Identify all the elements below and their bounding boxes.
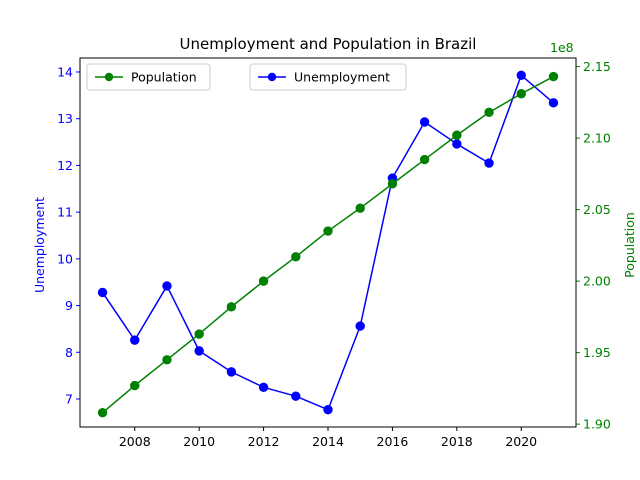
legend-label: Population — [131, 70, 197, 85]
data-point — [355, 203, 365, 213]
data-point — [323, 226, 333, 236]
chart-title: Unemployment and Population in Brazil — [180, 35, 477, 53]
y-right-tick-label: 2.15 — [583, 59, 611, 74]
x-tick-label: 2018 — [441, 434, 473, 449]
data-point — [516, 70, 526, 80]
legend-upper-center: Unemployment — [249, 63, 407, 91]
y-left-tick-label: 10 — [57, 251, 73, 266]
y-left-tick-label: 8 — [65, 345, 73, 360]
x-tick-label: 2008 — [119, 434, 151, 449]
data-point — [258, 382, 269, 392]
y-left-tick-label: 9 — [65, 298, 73, 313]
data-point — [97, 407, 108, 418]
data-point — [162, 281, 172, 291]
y-right-tick-label: 2.00 — [583, 274, 611, 289]
legends: Population Unemployment — [86, 63, 407, 91]
data-point — [323, 405, 333, 415]
x-tick-label: 2010 — [183, 434, 215, 449]
data-point — [355, 321, 365, 331]
y-left-tick-label: 11 — [57, 205, 73, 220]
legend-box — [86, 63, 211, 91]
data-point — [387, 179, 398, 189]
y-right-axis-label: Population — [622, 212, 637, 278]
data-point — [484, 158, 494, 168]
data-point — [484, 107, 494, 118]
y-right-tick-label: 1.90 — [583, 417, 611, 432]
data-point — [226, 302, 237, 312]
data-point — [548, 71, 559, 82]
data-point — [130, 380, 140, 391]
y-left-tick-label: 14 — [57, 65, 73, 80]
data-point — [291, 391, 301, 401]
y-right-multiplier: 1e8 — [550, 40, 574, 55]
y-left-axis-label: Unemployment — [32, 197, 47, 293]
x-tick-label: 2020 — [505, 434, 537, 449]
legend-box — [249, 63, 407, 91]
x-tick-label: 2012 — [248, 434, 280, 449]
data-point — [226, 367, 237, 377]
data-point — [516, 89, 526, 99]
data-point — [548, 98, 559, 108]
x-tick-label: 2016 — [377, 434, 409, 449]
legend-swatch-marker — [104, 72, 114, 82]
data-point — [452, 139, 462, 149]
data-point — [162, 355, 172, 365]
y-left-tick-label: 12 — [57, 158, 73, 173]
x-tick-label: 2014 — [312, 434, 344, 449]
y-left-tick-label: 7 — [65, 391, 73, 406]
legend-upper-left: Population — [86, 63, 211, 91]
data-point — [194, 329, 204, 339]
data-point — [258, 276, 269, 286]
plot-area: 2008 2010 2012 2014 2016 2018 2020 7 8 9 10 11 12 13 1… — [57, 57, 611, 449]
data-point — [452, 130, 462, 140]
plot-frame — [79, 57, 577, 428]
y-right-tick-label: 2.10 — [583, 131, 611, 146]
data-point — [194, 346, 204, 356]
data-point — [97, 287, 108, 298]
data-point — [419, 117, 430, 127]
y-left-tick-label: 13 — [57, 111, 73, 126]
data-point — [419, 154, 430, 165]
data-point — [130, 335, 140, 345]
y-right-tick-label: 1.95 — [583, 345, 611, 360]
y-right-tick-label: 2.05 — [583, 202, 611, 217]
legend-swatch-marker — [267, 72, 277, 82]
data-point — [291, 252, 301, 262]
legend-label: Unemployment — [294, 70, 390, 85]
